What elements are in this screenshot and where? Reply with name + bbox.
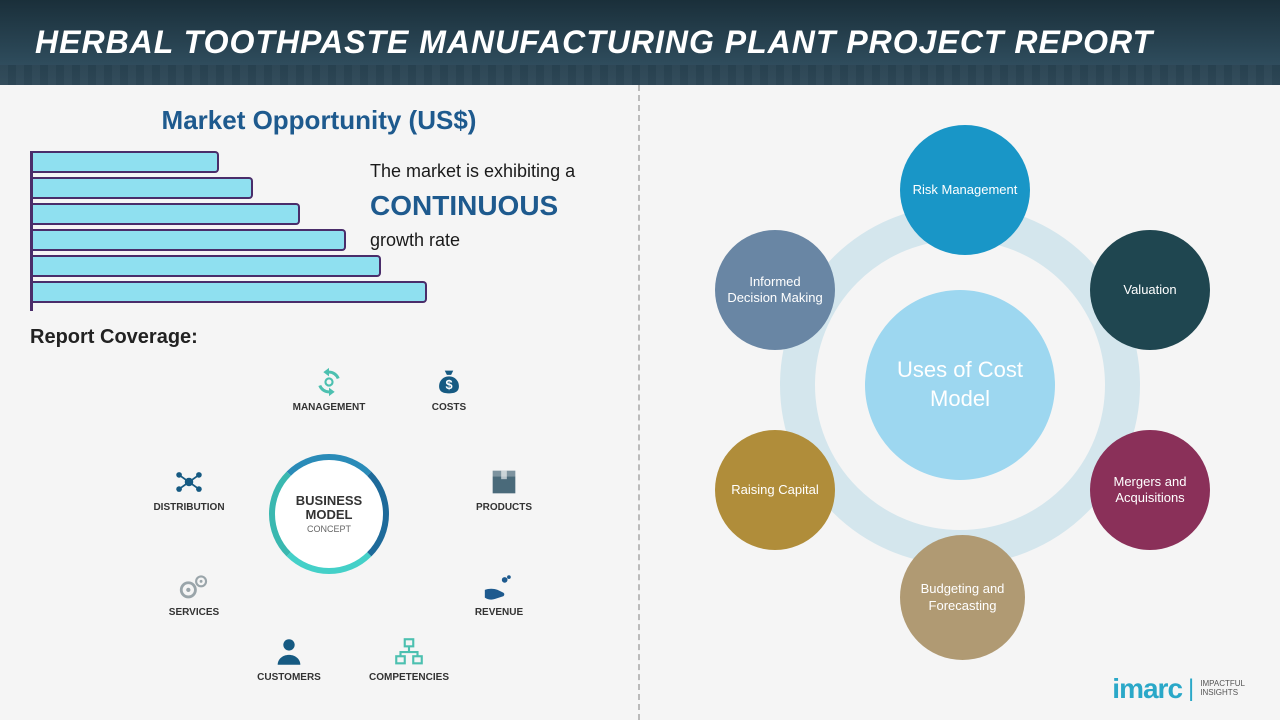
hand-coin-icon	[481, 569, 517, 605]
bm-item-label: PRODUCTS	[476, 502, 532, 513]
chart-bar	[33, 255, 381, 277]
page-title: HERBAL TOOTHPASTE MANUFACTURING PLANT PR…	[35, 24, 1153, 61]
bar-chart: The market is exhibiting a CONTINUOUS gr…	[30, 151, 608, 321]
logo-divider: |	[1188, 675, 1194, 703]
hierarchy-icon	[391, 634, 427, 670]
cost-node: Raising Capital	[715, 430, 835, 550]
cost-node: Risk Management	[900, 125, 1030, 255]
logo-main: imarc	[1112, 673, 1182, 705]
chart-bar	[33, 281, 427, 303]
bm-item-label: SERVICES	[169, 607, 219, 618]
cost-node: Valuation	[1090, 230, 1210, 350]
cost-node: Mergers and Acquisitions	[1090, 430, 1210, 550]
right-panel: Uses of Cost Model Risk Management Valuat…	[640, 85, 1280, 720]
gears-icon	[176, 569, 212, 605]
market-text-line1: The market is exhibiting a	[370, 161, 575, 182]
bm-item-competencies: COMPETENCIES	[359, 634, 459, 683]
cost-model-center-label: Uses of Cost Model	[865, 356, 1055, 413]
market-growth-text: The market is exhibiting a CONTINUOUS gr…	[370, 161, 575, 251]
business-model-diagram: BUSINESS MODEL CONCEPT MANAGEMENT$COSTSP…	[119, 334, 519, 654]
market-text-emphasis: CONTINUOUS	[370, 190, 575, 222]
cost-model-center: Uses of Cost Model	[865, 290, 1055, 480]
business-model-center: BUSINESS MODEL CONCEPT	[269, 454, 389, 574]
box-icon	[486, 464, 522, 500]
bm-item-revenue: REVENUE	[449, 569, 549, 618]
svg-text:$: $	[445, 377, 452, 392]
bm-item-services: SERVICES	[144, 569, 244, 618]
cost-model-diagram: Uses of Cost Model Risk ManagementValuat…	[710, 135, 1210, 635]
content-area: Market Opportunity (US$) The market is e…	[0, 85, 1280, 720]
cost-node: Budgeting and Forecasting	[900, 535, 1025, 660]
bm-item-management: MANAGEMENT	[279, 364, 379, 413]
bm-item-label: REVENUE	[475, 607, 523, 618]
chart-bar	[33, 177, 253, 199]
network-icon	[171, 464, 207, 500]
chart-bar	[33, 151, 219, 173]
brand-logo: imarc | IMPACTFUL INSIGHTS	[1112, 673, 1245, 705]
bm-item-customers: CUSTOMERS	[239, 634, 339, 683]
bm-item-products: PRODUCTS	[454, 464, 554, 513]
chart-title: Market Opportunity (US$)	[30, 105, 608, 136]
bm-item-label: MANAGEMENT	[293, 402, 366, 413]
header-band: HERBAL TOOTHPASTE MANUFACTURING PLANT PR…	[0, 0, 1280, 85]
cycle-icon	[311, 364, 347, 400]
bm-item-label: CUSTOMERS	[257, 672, 321, 683]
bm-center-sub: CONCEPT	[307, 524, 351, 534]
bm-item-label: DISTRIBUTION	[153, 502, 224, 513]
market-text-line2: growth rate	[370, 230, 575, 251]
moneybag-icon: $	[431, 364, 467, 400]
chart-bar	[33, 229, 346, 251]
bm-item-distribution: DISTRIBUTION	[139, 464, 239, 513]
bm-center-title: BUSINESS MODEL	[275, 494, 383, 523]
cost-node: Informed Decision Making	[715, 230, 835, 350]
bm-item-label: COMPETENCIES	[369, 672, 449, 683]
bm-item-label: COSTS	[432, 402, 466, 413]
chart-bar	[33, 203, 300, 225]
logo-tagline: IMPACTFUL INSIGHTS	[1200, 680, 1245, 698]
bm-item-costs: $ COSTS	[399, 364, 499, 413]
left-panel: Market Opportunity (US$) The market is e…	[0, 85, 640, 720]
person-icon	[271, 634, 307, 670]
